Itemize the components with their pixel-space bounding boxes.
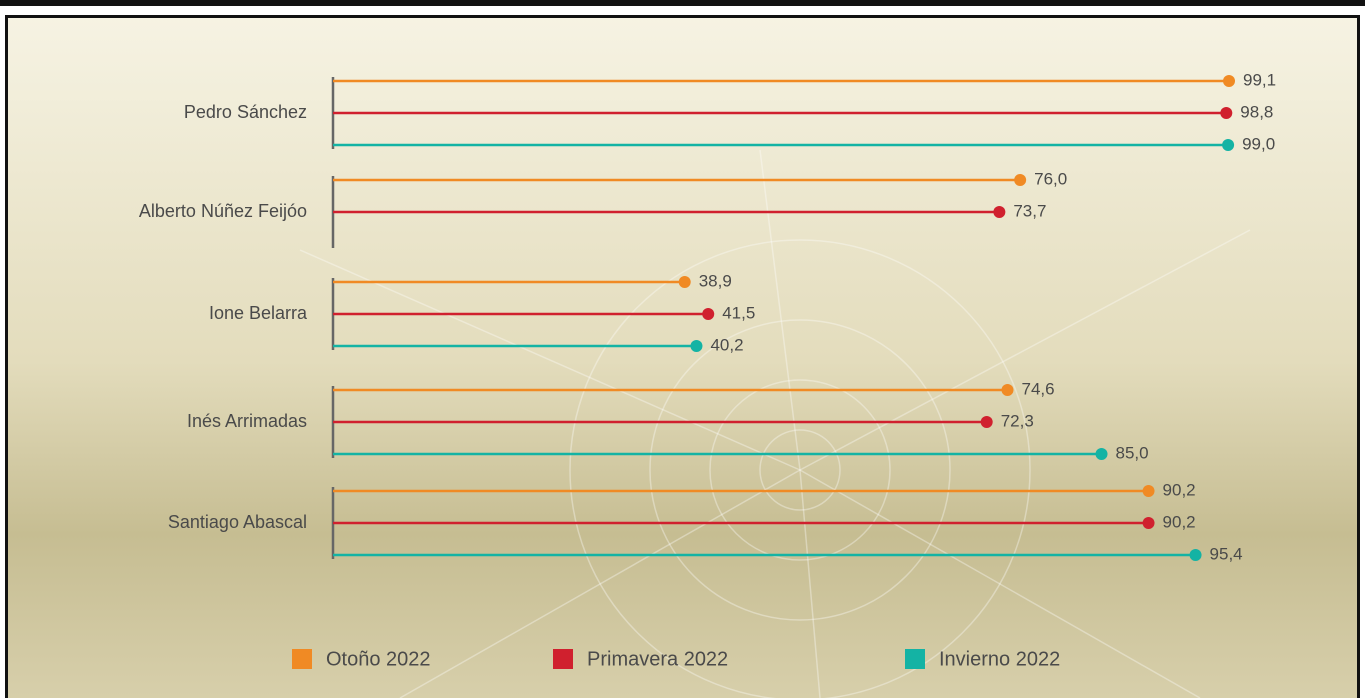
value-label: 99,1 xyxy=(1243,70,1276,89)
legend-label: Invierno 2022 xyxy=(939,648,1060,670)
lollipop-dot xyxy=(1096,448,1108,460)
value-label: 73,7 xyxy=(1013,201,1046,220)
category-label: Pedro Sánchez xyxy=(184,102,307,122)
value-label: 90,2 xyxy=(1163,480,1196,499)
lollipop-dot xyxy=(1220,107,1232,119)
lollipop-dot xyxy=(679,276,691,288)
value-label: 90,2 xyxy=(1163,512,1196,531)
lollipop-dot xyxy=(1143,517,1155,529)
category-label: Alberto Núñez Feijóo xyxy=(139,201,307,221)
category-label: Ione Belarra xyxy=(209,303,308,323)
lollipop-dot xyxy=(702,308,714,320)
value-label: 95,4 xyxy=(1210,544,1243,563)
lollipop-dot xyxy=(1143,485,1155,497)
legend-label: Otoño 2022 xyxy=(326,648,431,670)
legend-label: Primavera 2022 xyxy=(587,648,728,670)
lollipop-dot xyxy=(1014,174,1026,186)
lollipop-dot xyxy=(1001,384,1013,396)
legend-swatch xyxy=(553,649,573,669)
value-label: 99,0 xyxy=(1242,134,1275,153)
lollipop-dot xyxy=(993,206,1005,218)
value-label: 76,0 xyxy=(1034,169,1067,188)
top-rule xyxy=(0,0,1365,6)
page: Pedro Sánchez 99,1 98,8 99,0 Alberto Núñez F… xyxy=(0,0,1365,698)
value-label: 40,2 xyxy=(710,335,743,354)
value-label: 72,3 xyxy=(1001,411,1034,430)
value-label: 85,0 xyxy=(1116,443,1149,462)
category-label: Santiago Abascal xyxy=(168,512,307,532)
value-label: 98,8 xyxy=(1240,102,1273,121)
lollipop-dot xyxy=(981,416,993,428)
value-label: 74,6 xyxy=(1021,379,1054,398)
value-label: 38,9 xyxy=(699,271,732,290)
lollipop-dot xyxy=(1222,139,1234,151)
legend-swatch xyxy=(905,649,925,669)
category-label: Inés Arrimadas xyxy=(187,411,307,431)
lollipop-dot xyxy=(1190,549,1202,561)
chart: Pedro Sánchez 99,1 98,8 99,0 Alberto Núñez F… xyxy=(0,0,1365,698)
legend-swatch xyxy=(292,649,312,669)
lollipop-dot xyxy=(690,340,702,352)
value-label: 41,5 xyxy=(722,303,755,322)
lollipop-dot xyxy=(1223,75,1235,87)
